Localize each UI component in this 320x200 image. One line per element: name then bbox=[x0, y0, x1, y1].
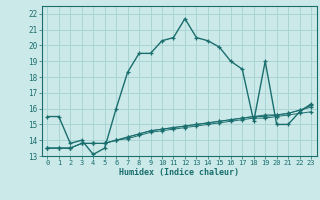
X-axis label: Humidex (Indice chaleur): Humidex (Indice chaleur) bbox=[119, 168, 239, 177]
